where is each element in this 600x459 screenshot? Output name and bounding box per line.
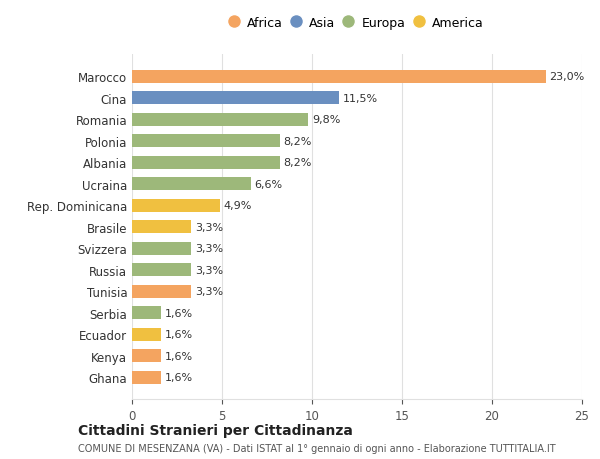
- Text: 1,6%: 1,6%: [164, 351, 193, 361]
- Text: 11,5%: 11,5%: [343, 94, 378, 104]
- Text: 23,0%: 23,0%: [550, 72, 585, 82]
- Bar: [132, 221, 191, 234]
- Text: 3,3%: 3,3%: [195, 265, 223, 275]
- Text: 3,3%: 3,3%: [195, 286, 223, 297]
- Bar: [132, 199, 220, 212]
- Text: 1,6%: 1,6%: [164, 330, 193, 339]
- Text: 4,9%: 4,9%: [224, 201, 252, 211]
- Bar: [132, 349, 161, 362]
- Bar: [132, 285, 191, 298]
- Text: COMUNE DI MESENZANA (VA) - Dati ISTAT al 1° gennaio di ogni anno - Elaborazione : COMUNE DI MESENZANA (VA) - Dati ISTAT al…: [78, 443, 556, 453]
- Bar: [132, 328, 161, 341]
- Bar: [132, 242, 191, 255]
- Bar: [132, 371, 161, 384]
- Text: 3,3%: 3,3%: [195, 222, 223, 232]
- Text: 8,2%: 8,2%: [283, 158, 311, 168]
- Text: 8,2%: 8,2%: [283, 136, 311, 146]
- Bar: [132, 178, 251, 191]
- Bar: [132, 113, 308, 127]
- Bar: [132, 71, 546, 84]
- Bar: [132, 157, 280, 169]
- Text: 1,6%: 1,6%: [164, 372, 193, 382]
- Text: Cittadini Stranieri per Cittadinanza: Cittadini Stranieri per Cittadinanza: [78, 423, 353, 437]
- Text: 3,3%: 3,3%: [195, 244, 223, 254]
- Legend: Africa, Asia, Europa, America: Africa, Asia, Europa, America: [230, 17, 484, 29]
- Bar: [132, 135, 280, 148]
- Text: 9,8%: 9,8%: [312, 115, 340, 125]
- Text: 1,6%: 1,6%: [164, 308, 193, 318]
- Bar: [132, 92, 339, 105]
- Bar: [132, 263, 191, 276]
- Bar: [132, 307, 161, 319]
- Text: 6,6%: 6,6%: [254, 179, 283, 189]
